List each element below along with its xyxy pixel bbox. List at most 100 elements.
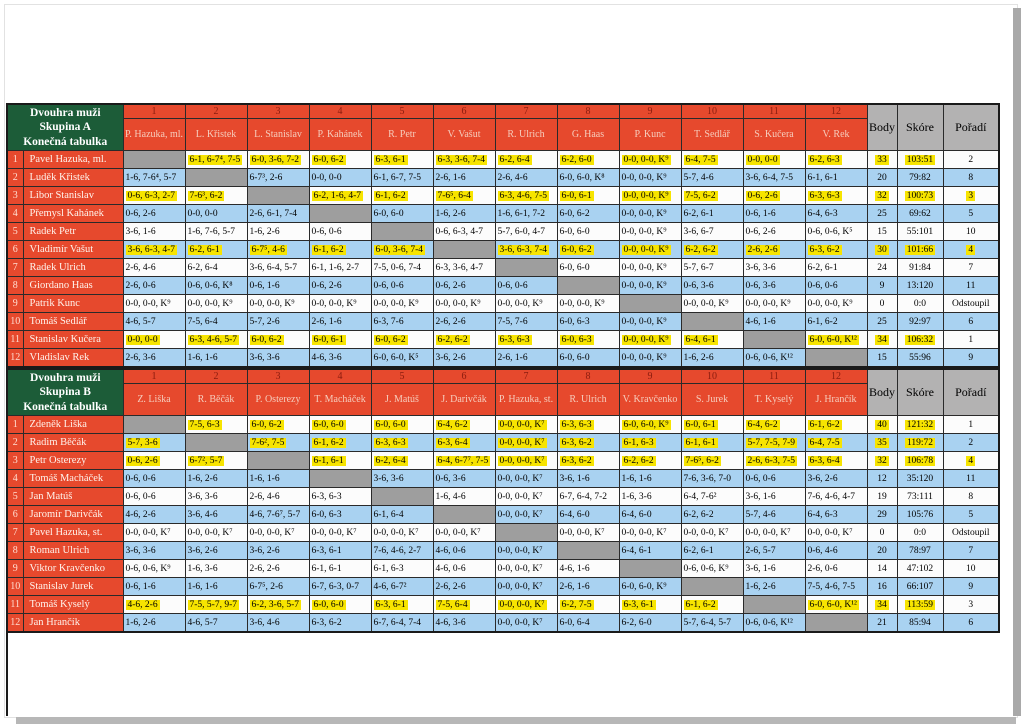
match-score-cell: 4-6, 5-7 <box>122 312 186 331</box>
match-score-cell: 0-0, 0-0, K⁷ <box>494 541 558 560</box>
match-score-text: 0-0, 0-0, K⁷ <box>497 617 543 628</box>
match-score-cell: 0-0, 0-0, K⁹ <box>618 240 682 259</box>
points-cell: 15 <box>866 222 898 241</box>
match-score-cell: 0-0, 0-0, K⁷ <box>494 613 558 633</box>
match-score-text: 0-0, 0-0 <box>187 208 218 219</box>
points-cell: 24 <box>866 258 898 277</box>
row-number: 12 <box>6 348 24 368</box>
match-score-text: 0-0, 0-0, K⁹ <box>807 298 853 309</box>
match-score-cell: 6-4, 6-0 <box>618 505 682 524</box>
match-score-cell: 6-2, 1-6, 4-7 <box>308 186 372 205</box>
match-score-cell: 0-0, 0-0, K⁹ <box>556 294 620 313</box>
match-score-cell: 3-6, 6-3, 7-4 <box>494 240 558 259</box>
match-score-cell: 6-0, 6-3 <box>308 505 372 524</box>
match-score-text: 4-6, 3-6 <box>435 617 466 628</box>
player-row: 10 Stanislav Jurek 0-6, 1-6 1-6, 1-6 6-7⁵, 2… <box>6 577 1000 596</box>
match-score-text: 6-2, 6-0 <box>621 617 652 628</box>
match-score-text: 6-4, 6-3 <box>807 509 838 520</box>
column-number: 2 <box>184 368 248 384</box>
player-row: 12 Vladislav Rek 2-6, 3-6 1-6, 1-6 3-6, 3-6 4… <box>6 348 1000 368</box>
column-number: 7 <box>494 103 558 119</box>
match-score-cell: 0-0, 0-0, K⁹ <box>618 222 682 241</box>
match-score-text: 3-6, 6-4, 5-7 <box>249 262 298 273</box>
match-score-text: 3-6, 2-6 <box>187 545 218 556</box>
rank-value: 2 <box>968 154 974 165</box>
match-score-text: 0-0, 0-0 <box>745 154 780 165</box>
player-row: 2 Luděk Křistek 1-6, 7-6⁴, 5-7 6-7³, 2-6 0-0… <box>6 168 1000 187</box>
match-score-cell: 0-0, 0-0, K⁷ <box>308 523 372 542</box>
match-score-cell: 1-6, 3-6 <box>618 487 682 506</box>
match-score-cell: 2-6, 2-6 <box>742 240 806 259</box>
match-score-cell: 7-5, 4-6, 7-5 <box>804 577 868 596</box>
match-score-cell: 1-6, 2-6 <box>122 613 186 633</box>
match-score-text: 2-6, 2-6 <box>435 316 466 327</box>
rank-value: 11 <box>966 473 976 484</box>
rank-value: 5 <box>968 208 974 219</box>
match-score-text: 3-6, 1-6 <box>745 491 776 502</box>
match-score-cell: 2-6, 2-6 <box>432 577 496 596</box>
match-score-text: 6-0, 6-2 <box>373 334 408 345</box>
result-column-header: Body <box>866 103 898 151</box>
score-ratio-cell: 0:0 <box>896 294 944 313</box>
match-score-cell: 6-4, 6-1 <box>618 541 682 560</box>
match-score-text: 6-4, 6-1 <box>683 334 718 345</box>
match-score-cell: 5-7, 6-0, 4-7 <box>494 222 558 241</box>
score-ratio-cell: 47:102 <box>896 559 944 578</box>
match-score-cell: 6-1, 6-2 <box>370 186 434 205</box>
row-number: 10 <box>6 577 24 596</box>
result-column-header: Pořadí <box>942 368 1000 416</box>
match-score-text: 2-6, 2-6 <box>249 563 280 574</box>
rank-cell: 11 <box>942 276 1000 295</box>
column-number: 9 <box>618 368 682 384</box>
match-score-cell: 6-7², 5-7 <box>184 451 248 470</box>
match-score-text: 3-6, 3-6 <box>745 262 776 273</box>
match-score-cell: 7-6⁵, 6-4 <box>432 186 496 205</box>
match-score-text: 0-0, 0-0, K⁷ <box>497 581 543 592</box>
match-score-cell: 0-6, 3-6 <box>742 276 806 295</box>
match-score-cell: 6-3, 6-3 <box>556 415 620 434</box>
column-player-name: P. Hazuka, st. <box>494 383 558 416</box>
match-score-cell: 6-4, 7-6² <box>680 487 744 506</box>
match-score-cell: 3-6, 6-4, 5-7 <box>246 258 310 277</box>
match-score-cell: 0-0, 0-0, K⁷ <box>370 523 434 542</box>
match-score-text: 6-2, 6-4 <box>187 262 218 273</box>
match-score-cell: 6-4, 6-1 <box>680 330 744 349</box>
match-score-cell: 6-4, 6-7⁷, 7-5 <box>432 451 496 470</box>
match-score-text: 0-0, 0-0, K⁷ <box>745 527 791 538</box>
match-score-text: 6-1, 6-2 <box>807 419 842 430</box>
row-number: 11 <box>6 595 24 614</box>
match-score-text: 0-0, 0-0, K⁹ <box>187 298 233 309</box>
match-score-cell: 6-0, 6-0 <box>370 415 434 434</box>
rank-cell: Odstoupil <box>942 523 1000 542</box>
match-score-text: 7-6, 4-6, 2-7 <box>373 545 422 556</box>
self-match-cell <box>680 312 744 331</box>
match-score-text: 6-2, 3-6, 5-7 <box>249 599 301 610</box>
rank-value: 9 <box>968 352 974 363</box>
match-score-cell: 6-3, 4-6, 7-5 <box>494 186 558 205</box>
points-value: 24 <box>877 262 887 273</box>
match-score-text: 6-1, 6-2 <box>373 190 408 201</box>
match-score-cell: 0-6, 0-6, K¹² <box>742 348 806 368</box>
self-match-cell <box>122 415 186 434</box>
row-player-name: Stanislav Jurek <box>22 577 124 596</box>
match-score-cell: 6-7, 6-3, 0-7 <box>308 577 372 596</box>
points-value: 16 <box>877 581 887 592</box>
match-score-text: 0-0, 0-0, K⁷ <box>621 527 667 538</box>
column-number: 1 <box>122 103 186 119</box>
match-score-text: 6-4, 6-7⁷, 7-5 <box>435 455 491 466</box>
points-cell: 20 <box>866 541 898 560</box>
self-match-cell <box>432 505 496 524</box>
match-score-cell: 7-5, 7-6 <box>494 312 558 331</box>
scan-shadow-right <box>1013 8 1021 716</box>
match-score-text: 0-0, 0-0, K⁹ <box>621 172 667 183</box>
rank-cell: 5 <box>942 505 1000 524</box>
match-score-text: 6-3, 7-6 <box>373 316 404 327</box>
header-number-row: Dvouhra muži Skupina A Konečná tabulka 1 2 3 4… <box>6 103 1000 151</box>
column-number: 3 <box>246 103 310 119</box>
match-score-text: 3-6, 2-6 <box>807 473 838 484</box>
rank-cell: 10 <box>942 559 1000 578</box>
match-score-cell: 7-6, 4-6, 2-7 <box>370 541 434 560</box>
row-number: 1 <box>6 415 24 434</box>
match-score-cell: 0-6, 4-6 <box>804 541 868 560</box>
player-row: 1 Pavel Hazuka, ml. 6-1, 6-7⁴, 7-5 6-0, 3-6… <box>6 150 1000 169</box>
